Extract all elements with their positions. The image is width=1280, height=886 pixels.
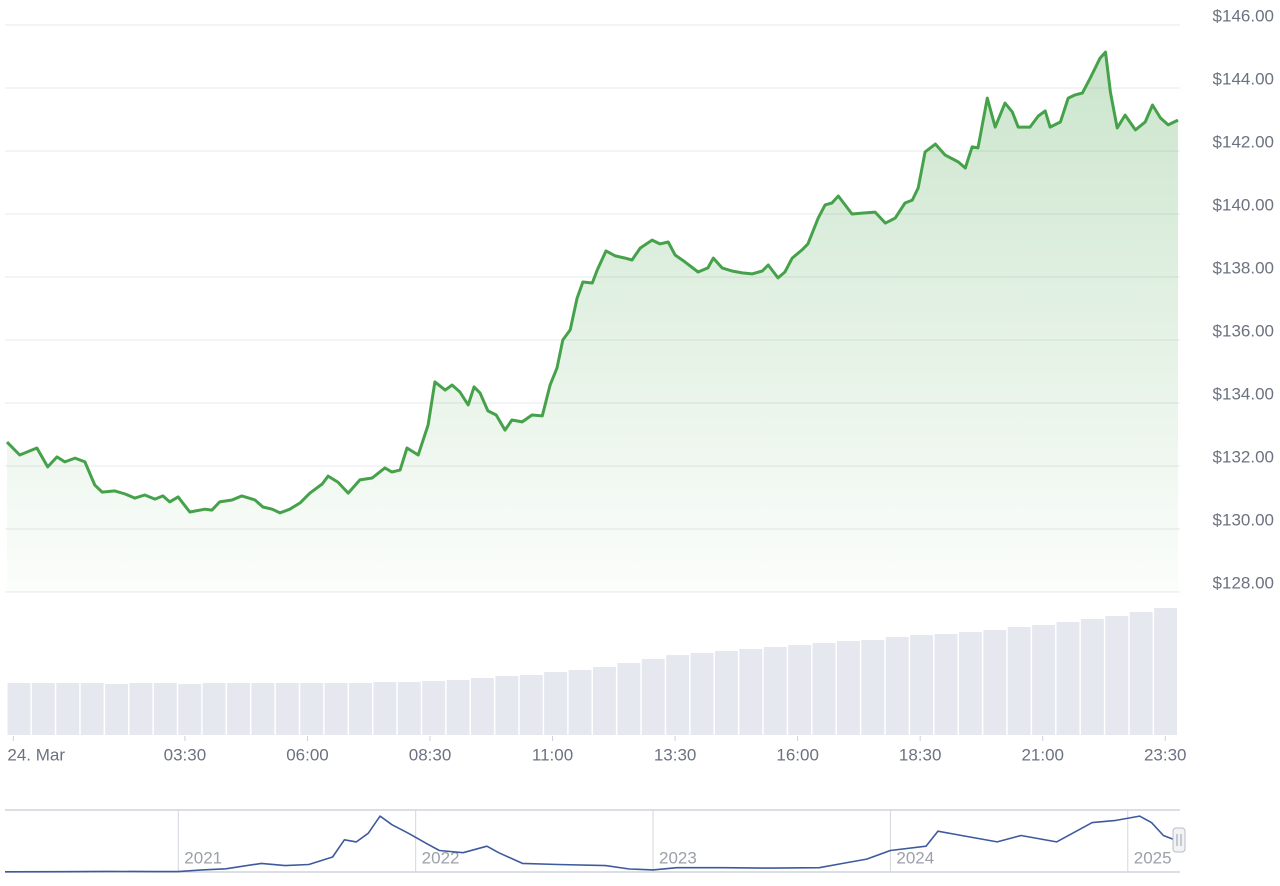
x-tick-label: 2023 [659, 848, 697, 867]
line [4, 815, 1181, 873]
volume-bar [31, 683, 55, 735]
volume-bar [373, 682, 397, 735]
volume-bar [422, 681, 446, 735]
line [5, 50, 1179, 515]
volume-bar [593, 667, 616, 735]
y-tick-label: $138.00 [1213, 258, 1274, 277]
volume-bar [958, 632, 982, 735]
volume-bar [788, 645, 812, 735]
x-tick-label: 08:30 [409, 745, 452, 764]
x-tick-label: 2022 [422, 848, 460, 867]
volume-bar [56, 683, 80, 735]
y-tick-label: $128.00 [1213, 573, 1274, 592]
x-tick-label: 11:00 [532, 745, 573, 764]
y-tick-label: $130.00 [1213, 510, 1274, 529]
y-tick-label: $146.00 [1213, 6, 1274, 25]
volume-bar [495, 676, 519, 735]
volume-bar [836, 641, 860, 735]
y-tick-label: $134.00 [1213, 384, 1274, 403]
volume-bar [666, 655, 690, 735]
volume-bar [324, 683, 348, 735]
volume-bar [1154, 608, 1177, 735]
volume-bar [812, 643, 836, 735]
volume-bar [251, 683, 275, 735]
plot-layer: $128.00 $130.00 $132.00 $134.00 $136.00 $138.… [4, 6, 1274, 873]
y-tick-label: $144.00 [1213, 69, 1274, 88]
y-tick-label: $132.00 [1213, 447, 1274, 466]
volume-bar [714, 651, 738, 735]
volume-bar [983, 630, 1007, 735]
y-tick-label: $136.00 [1213, 321, 1274, 340]
volume-bar [227, 683, 250, 735]
x-tick-label: 18:30 [899, 745, 942, 764]
volume-bar [129, 683, 153, 735]
volume-bar [519, 675, 543, 735]
y-tick-label: $140.00 [1213, 195, 1274, 214]
x-tick-label: 03:30 [164, 745, 207, 764]
volume-bar [739, 649, 763, 735]
volume-bar [1056, 622, 1080, 735]
navigator-handle[interactable] [1172, 827, 1186, 853]
volume-bar [568, 670, 592, 735]
volume-bar [1129, 612, 1153, 735]
volume-bar [349, 683, 372, 735]
volume-bar [80, 683, 104, 735]
volume-bar [1105, 616, 1129, 735]
area [7, 52, 1178, 593]
volume-bar [934, 634, 958, 735]
x-tick-label: 16:00 [776, 745, 819, 764]
volume-bar [910, 635, 934, 735]
volume-bar [105, 684, 128, 735]
volume-bar [641, 659, 665, 735]
x-tick-label: 06:00 [286, 745, 329, 764]
x-tick-label: 2021 [184, 848, 222, 867]
volume-bar [153, 683, 177, 735]
volume-bar [202, 683, 226, 735]
volume-bar [275, 683, 299, 735]
x-tick-label: 13:30 [654, 745, 697, 764]
volume-bar [1007, 627, 1031, 735]
volume-bar [861, 640, 885, 735]
volume-bar [397, 682, 421, 735]
x-tick-label: 23:30 [1144, 745, 1187, 764]
y-tick-label: $142.00 [1213, 132, 1274, 151]
volume-bar [7, 683, 31, 735]
volume-bar [446, 680, 470, 735]
x-tick-label: 24. Mar [7, 745, 65, 764]
volume-bar [471, 678, 494, 735]
volume-bar [544, 672, 568, 735]
volume-bar [617, 663, 641, 735]
volume-bar [178, 684, 202, 735]
volume-bar [690, 653, 714, 735]
x-tick-label: 2025 [1134, 848, 1172, 867]
volume-bar [763, 647, 787, 735]
x-tick-label: 21:00 [1021, 745, 1064, 764]
volume-bar [885, 637, 909, 735]
volume-bar [1080, 619, 1104, 735]
volume-bar [1032, 625, 1056, 735]
volume-bar [300, 683, 324, 735]
x-tick-label: 2024 [896, 848, 934, 867]
